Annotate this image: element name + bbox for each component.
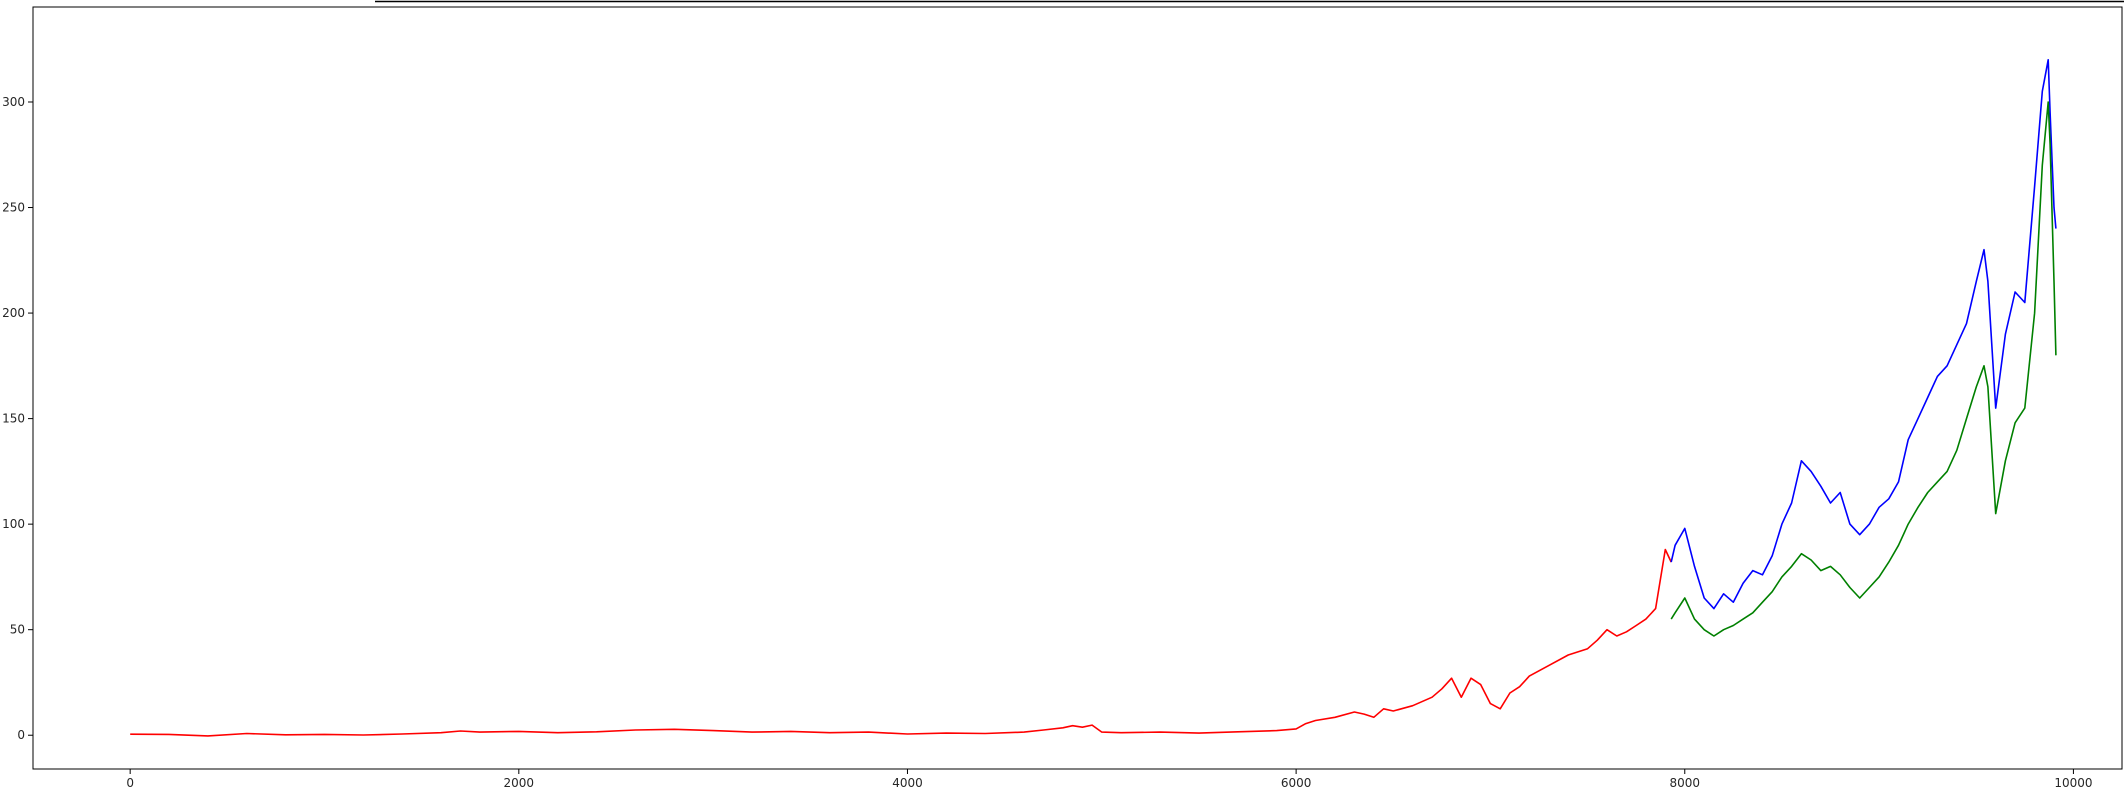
series-line-1 bbox=[130, 548, 1672, 737]
x-axis-ticks: 0 2000 4000 6000 8000 10000 bbox=[126, 769, 2093, 790]
series-line-3 bbox=[1670, 101, 2057, 637]
x-tick-label: 0 bbox=[126, 776, 134, 790]
y-tick-label: 100 bbox=[2, 517, 25, 531]
series-layer bbox=[130, 59, 2057, 737]
x-tick-label: 4000 bbox=[892, 776, 923, 790]
x-tick-label: 6000 bbox=[1281, 776, 1312, 790]
x-tick-label: 10000 bbox=[2054, 776, 2092, 790]
y-axis-ticks: 0 50 100 150 200 250 300 bbox=[2, 95, 33, 742]
series-line-2 bbox=[1670, 59, 2057, 610]
y-tick-label: 200 bbox=[2, 306, 25, 320]
x-tick-label: 8000 bbox=[1669, 776, 1700, 790]
x-tick-label: 2000 bbox=[504, 776, 535, 790]
plot-frame bbox=[32, 6, 2123, 770]
axes bbox=[32, 0, 2124, 770]
y-tick-label: 300 bbox=[2, 95, 25, 109]
y-tick-label: 150 bbox=[2, 412, 25, 426]
y-tick-label: 50 bbox=[10, 623, 25, 637]
y-tick-label: 0 bbox=[17, 728, 25, 742]
plot-background bbox=[33, 7, 2122, 769]
y-tick-label: 250 bbox=[2, 201, 25, 215]
